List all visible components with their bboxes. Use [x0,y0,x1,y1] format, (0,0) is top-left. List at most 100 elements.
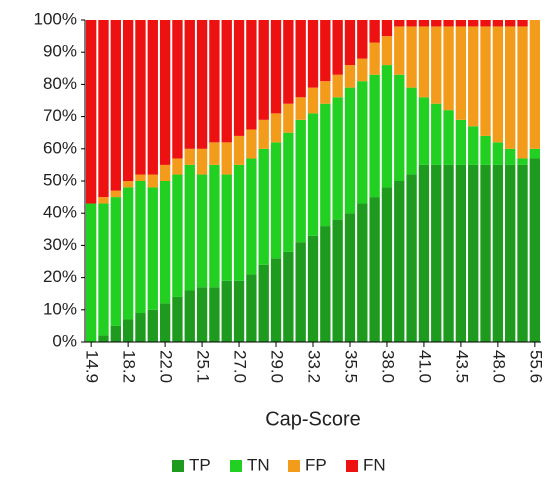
bar-segment [221,174,232,281]
bar-segment [344,213,356,342]
x-tick-label: 35.5 [341,350,360,383]
bar-segment [406,26,417,88]
bar-segment [320,20,331,82]
bar-segment [381,20,393,37]
legend-label: FP [305,455,327,474]
x-tick-label: 22.0 [157,350,176,383]
bar-segment [172,296,183,342]
bar-segment [233,20,245,136]
bar-segment [233,164,245,281]
bar-segment [492,20,504,27]
bar-segment [492,164,504,342]
bar-segment [221,280,232,342]
bar-segment [295,97,306,120]
bar-segment [431,20,442,27]
bar-segment [122,319,134,342]
bar-segment [332,219,343,342]
y-tick-label: 70% [43,106,77,125]
bar-segment [209,164,220,288]
bar-segment [468,20,479,27]
bar-segment [98,203,109,336]
bar-segment [431,26,442,104]
bar-segment [184,290,195,342]
y-tick-label: 10% [43,299,77,318]
bar-segment [320,226,331,342]
y-tick-label: 80% [43,74,77,93]
bar-segment [159,303,171,342]
bar-segment [431,164,442,342]
bar-segment [135,174,146,181]
y-tick-label: 30% [43,235,77,254]
bar-segment [431,103,442,165]
bar-segment [283,103,294,133]
bar-segment [332,97,343,220]
bar-segment [209,20,220,143]
bar-segment [357,20,368,59]
x-axis-title: Cap-Score [265,408,361,430]
bar-segment [455,26,467,120]
bar-segment [468,26,479,127]
bar-segment [406,174,417,342]
bar-segment [307,20,319,88]
legend-label: TP [189,455,211,474]
bar-segment [332,20,343,75]
bar-segment [122,181,134,188]
y-tick-label: 20% [43,267,77,286]
bar-segment [357,58,368,82]
bar-segment [184,148,195,165]
bar-segment [196,174,208,288]
bar-segment [443,110,454,165]
bar-segment [233,280,245,342]
bar-segment [381,187,393,342]
bar-segment [455,20,467,27]
bar-segment [98,335,109,342]
bar-segment [283,251,294,342]
bar-segment [246,274,257,342]
bar-segment [159,20,171,165]
legend-swatch [346,460,358,472]
bar-segment [394,181,405,342]
bar-segment [394,74,405,181]
bar-segment [122,20,134,181]
bar-segment [307,113,319,236]
bar-segment [122,187,134,320]
bar-segment [443,164,454,342]
bar-segment [110,20,121,191]
bar-segment [418,26,430,98]
bar-segment [295,119,306,243]
bar-segment [369,20,380,43]
bar-segment [357,203,368,342]
bar-segment [85,203,97,342]
bar-segment [332,74,343,98]
x-tick-label: 38.0 [378,350,397,383]
bar-segment [85,20,97,204]
bar-segment [172,174,183,297]
bar-segment [529,20,541,149]
x-tick-label: 33.2 [305,350,324,383]
bar-segment [196,20,208,149]
bar-segment [184,164,195,291]
bar-segment [283,20,294,104]
bar-segment [135,313,146,342]
bar-segment [492,26,504,143]
bar-segment [209,287,220,342]
bar-segment [246,20,257,130]
bar-segment [196,287,208,342]
bar-segment [147,20,158,175]
x-tick-label: 27.0 [231,350,250,383]
bar-segment [270,142,282,259]
bar-segment [135,181,146,314]
y-tick-label: 0% [52,331,77,350]
legend-label: FN [363,455,386,474]
bar-segment [480,26,491,136]
bar-segment [283,132,294,252]
bar-segment [455,119,467,165]
bar-segment [246,129,257,159]
bar-segment [443,20,454,27]
x-tick-label: 14.9 [83,350,102,383]
x-tick-label: 48.0 [489,350,508,383]
bar-segment [468,164,479,342]
bar-segment [307,87,319,114]
bar-segment [418,164,430,342]
